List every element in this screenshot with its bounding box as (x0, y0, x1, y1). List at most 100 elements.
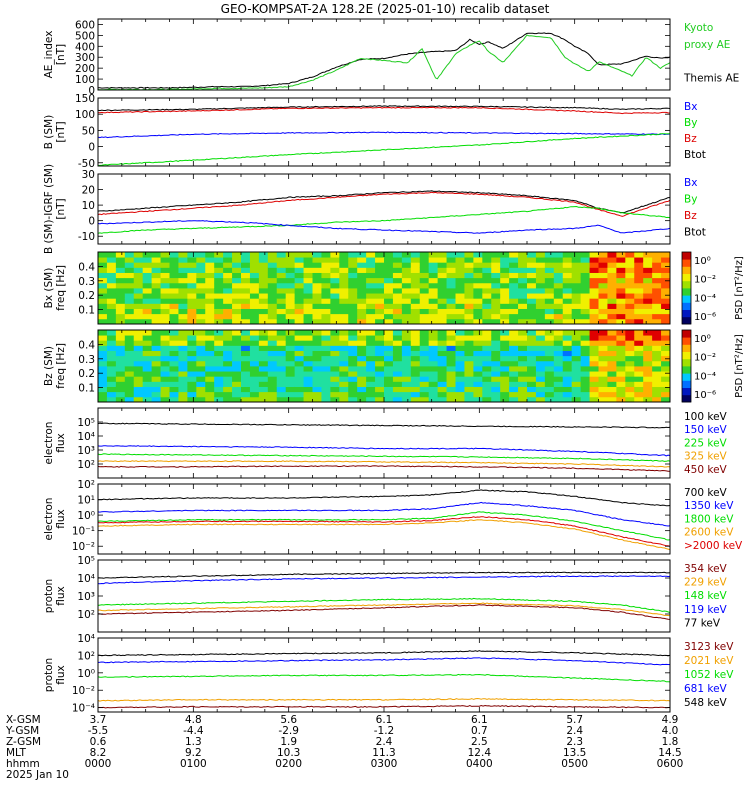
spectrogram-cell (544, 330, 555, 336)
spectrogram-cell (625, 262, 635, 268)
spectrogram-cell (652, 262, 662, 268)
spectrogram-cell (312, 267, 322, 273)
spectrogram-cell (509, 371, 519, 377)
spectrogram-cell (527, 257, 537, 263)
spectrogram-cell (285, 257, 296, 263)
spectrogram-cell (214, 277, 224, 284)
spectrogram-cell (544, 267, 555, 273)
y-tick-label: -10 (78, 231, 95, 243)
spectrogram-cell (205, 288, 215, 294)
colorbar-tick-label: 10⁻⁴ (694, 371, 716, 382)
spectrogram-cell (562, 252, 573, 258)
spectrogram-cell (339, 391, 349, 398)
spectrogram-cell (428, 313, 439, 320)
spectrogram-cell (205, 303, 215, 309)
spectrogram-cell (384, 262, 394, 268)
spectrogram-cell (419, 360, 430, 367)
spectrogram-cell (223, 340, 233, 346)
spectrogram-cell (205, 366, 215, 372)
spectrogram-cell (643, 345, 653, 351)
spectrogram-cell (500, 360, 510, 367)
spectrogram-cell (223, 376, 233, 382)
spectrogram-cell (330, 282, 340, 289)
spectrogram-cell (124, 376, 135, 382)
spectrogram-cell (410, 335, 421, 341)
spectrogram-cell (455, 282, 465, 289)
legend-entry: Bx (684, 177, 697, 189)
spectrogram-cell (366, 282, 376, 289)
spectrogram-cell (321, 345, 331, 351)
spectrogram-cell (232, 308, 242, 315)
spectrogram-cell (214, 252, 224, 258)
spectrogram-cell (518, 360, 528, 367)
spectrogram-cell (419, 355, 430, 362)
spectrogram-cell (375, 386, 385, 393)
spectrogram-cell (214, 345, 224, 351)
spectrogram-cell (375, 330, 385, 336)
spectrogram-cell (142, 355, 153, 362)
spectrogram-cell (330, 355, 340, 362)
spectrogram-cell (321, 293, 331, 299)
series-450-kev (97, 465, 670, 472)
spectrogram-cell (285, 262, 296, 268)
spectrogram-cell (446, 340, 456, 346)
spectrogram-cell (535, 355, 546, 362)
spectrogram-cell (571, 262, 582, 268)
spectrogram-cell (321, 272, 331, 279)
spectrogram-cell (151, 340, 161, 346)
spectrogram-cell (652, 298, 662, 304)
spectrogram-cell (267, 360, 278, 367)
spectrogram-cell (241, 391, 251, 398)
spectrogram-cell (303, 257, 313, 263)
spectrogram-cell (276, 267, 287, 273)
spectrogram-cell (482, 313, 492, 320)
spectrogram-cell (625, 298, 635, 304)
ephemeris-value: 10.3 (277, 747, 300, 759)
spectrogram-cell (160, 282, 170, 289)
spectrogram-cell (339, 350, 349, 357)
spectrogram-cell (652, 257, 662, 263)
spectrogram-cell (652, 360, 662, 367)
spectrogram-cell (527, 366, 537, 372)
spectrogram-cell (214, 298, 224, 304)
spectrogram-cell (598, 252, 608, 258)
spectrogram-cell (464, 371, 474, 377)
spectrogram-cell (241, 282, 251, 289)
spectrogram-cell (187, 298, 197, 304)
legend-entry: 700 keV (684, 487, 728, 499)
spectrogram-cell (375, 350, 385, 357)
legend-entry: 1350 keV (684, 500, 734, 512)
spectrogram-cell (267, 288, 278, 294)
spectrogram-cell (589, 267, 599, 273)
spectrogram-cell (232, 303, 242, 309)
spectrogram-cell (106, 318, 117, 325)
spectrogram-cell (437, 308, 447, 315)
spectrogram-cell (258, 340, 269, 346)
spectrogram-cell (115, 330, 126, 336)
spectrogram-cell (625, 360, 635, 367)
spectrogram-cell (151, 381, 161, 387)
spectrogram-cell (571, 267, 582, 273)
spectrogram-cell (196, 386, 206, 393)
spectrogram-cell (527, 282, 537, 289)
spectrogram-cell (115, 376, 126, 382)
spectrogram-cell (527, 318, 537, 325)
spectrogram-cell (375, 293, 385, 299)
spectrogram-cell (392, 350, 403, 357)
spectrogram-cell (544, 391, 555, 398)
spectrogram-cell (625, 282, 635, 289)
spectrogram-cell (187, 293, 197, 299)
spectrogram-cell (401, 308, 412, 315)
spectrogram-cell (232, 335, 242, 341)
spectrogram-cell (419, 303, 430, 309)
spectrogram-cell (518, 298, 528, 304)
spectrogram-cell (142, 252, 153, 258)
spectrogram-cell (169, 293, 179, 299)
spectrogram-cell (276, 303, 287, 309)
spectrogram-cell (482, 391, 492, 398)
spectrogram-cell (366, 360, 376, 367)
spectrogram-cell (544, 371, 555, 377)
spectrogram-cell (106, 252, 117, 258)
spectrogram-cell (384, 277, 394, 284)
